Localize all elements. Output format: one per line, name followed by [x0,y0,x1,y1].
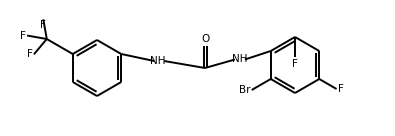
Text: F: F [27,49,33,59]
Text: Br: Br [239,85,251,95]
Text: F: F [40,20,46,30]
Text: NH: NH [150,56,166,66]
Text: O: O [201,34,209,44]
Text: F: F [20,30,26,41]
Text: NH: NH [232,55,248,64]
Text: F: F [338,84,343,94]
Text: F: F [292,59,298,69]
